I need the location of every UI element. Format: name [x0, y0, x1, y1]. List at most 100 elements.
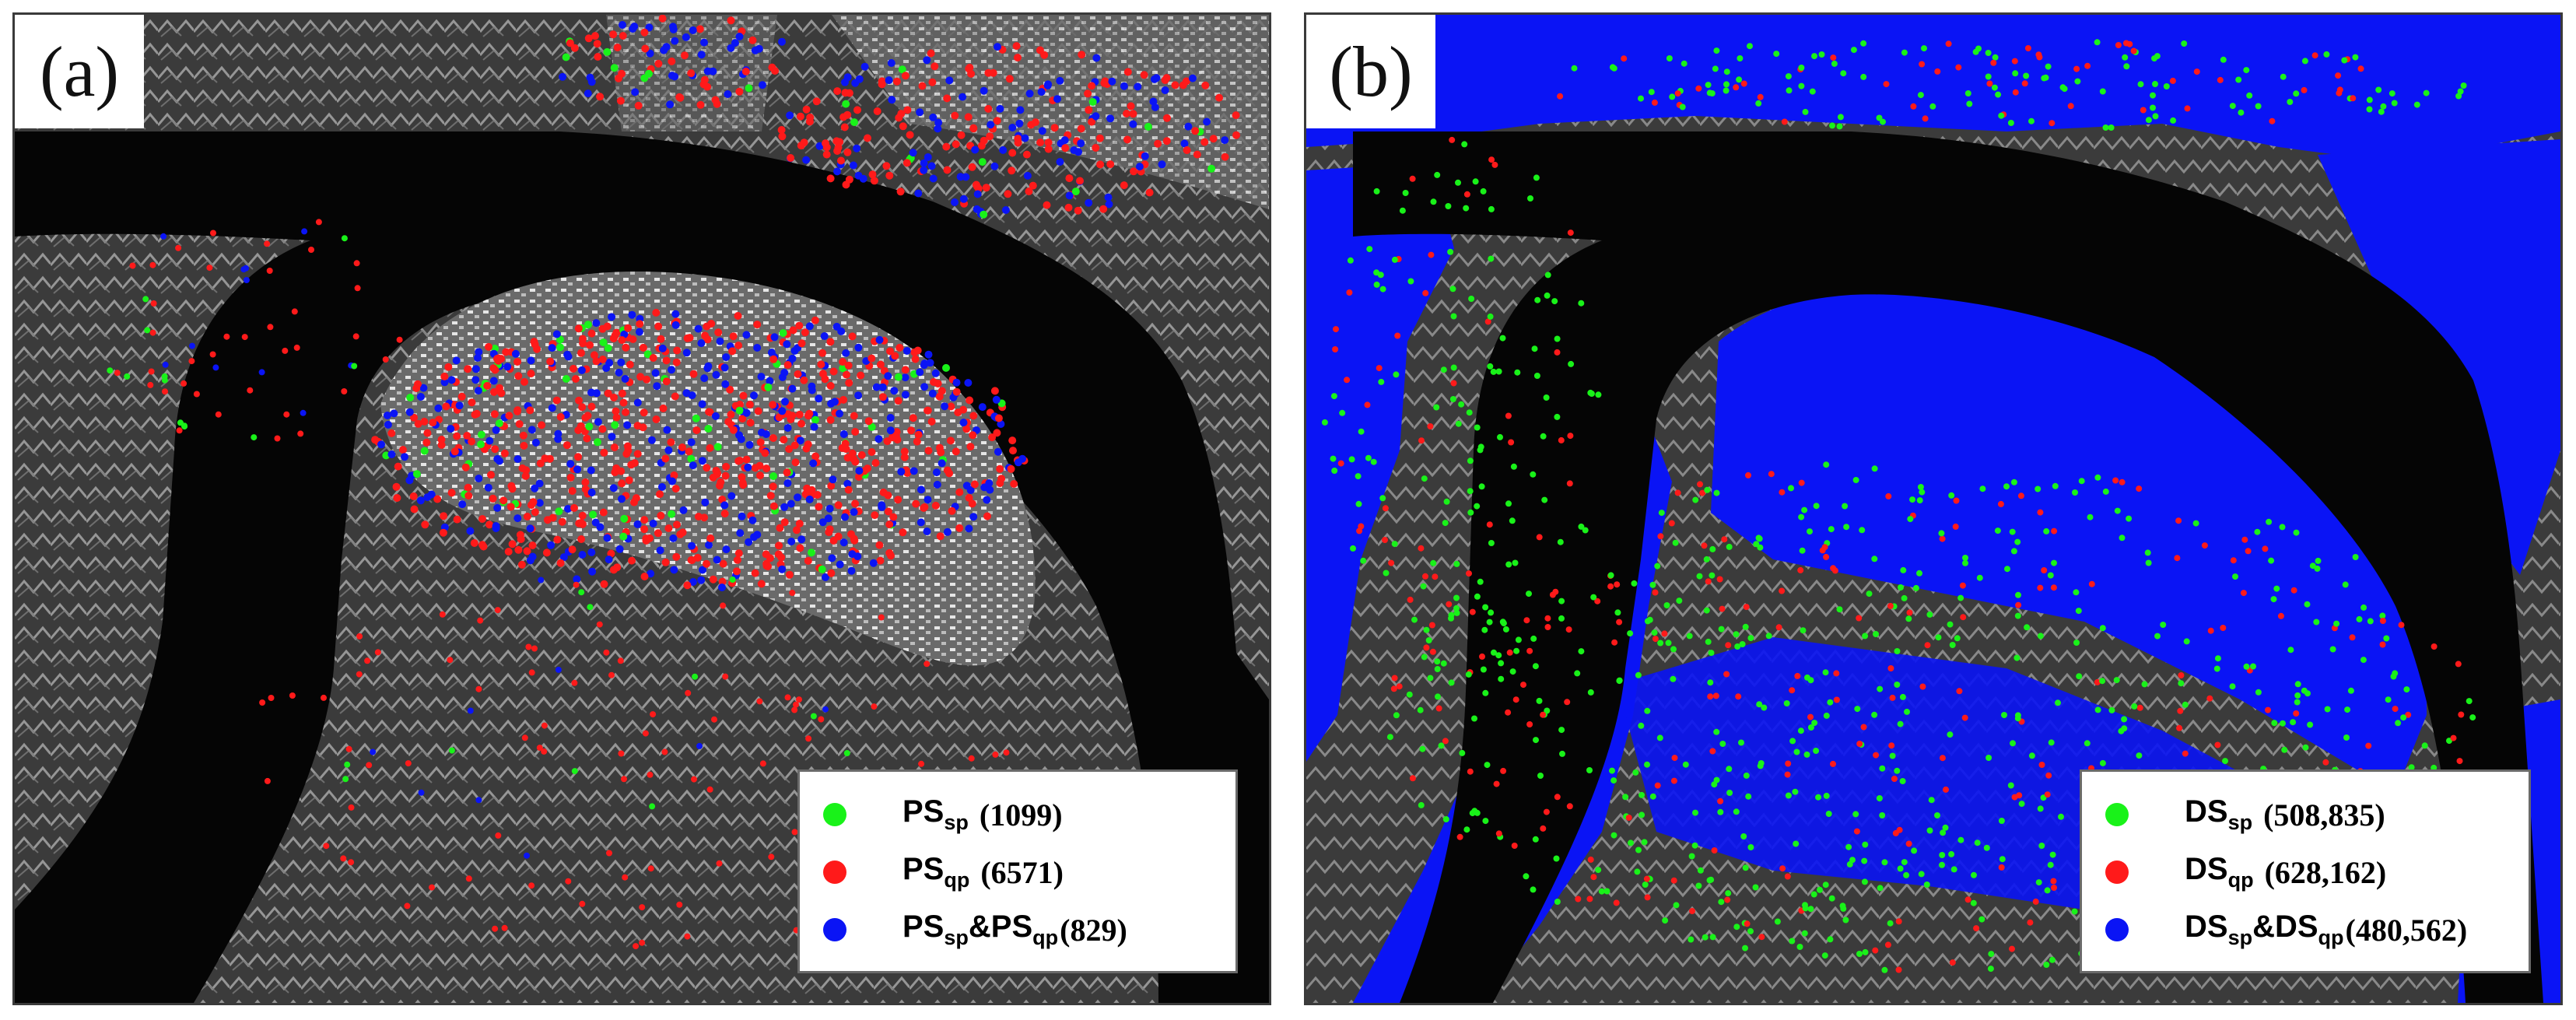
scatter-point [1450, 380, 1457, 387]
scatter-point [387, 429, 396, 437]
scatter-point [1638, 95, 1644, 102]
scatter-point [1549, 591, 1556, 598]
scatter-point [107, 367, 114, 374]
scatter-point [1747, 43, 1753, 50]
scatter-point [1950, 866, 1957, 873]
scatter-point [2119, 535, 2126, 542]
scatter-point [1888, 742, 1895, 749]
scatter-point [1673, 902, 1680, 909]
scatter-point [1390, 685, 1397, 692]
scatter-point [1565, 626, 1572, 633]
scatter-point [1023, 171, 1032, 180]
scatter-point [831, 398, 839, 406]
scatter-point [2049, 956, 2056, 963]
scatter-point [1071, 188, 1080, 196]
scatter-point [809, 459, 818, 468]
scatter-point [736, 529, 745, 538]
scatter-point [738, 478, 747, 487]
scatter-point [929, 113, 938, 121]
scatter-point [1837, 114, 1844, 121]
scatter-point [1706, 877, 1713, 884]
scatter-point [1442, 738, 1449, 745]
scatter-point [2001, 712, 2007, 718]
scatter-point [2014, 538, 2021, 545]
scatter-point [241, 334, 248, 341]
scatter-point [864, 464, 871, 473]
scatter-point [633, 398, 642, 407]
scatter-point [895, 343, 904, 352]
scatter-point [2169, 77, 2176, 84]
scatter-point [1635, 846, 1642, 854]
scatter-point [563, 441, 571, 450]
scatter-point [769, 502, 778, 510]
scatter-point [160, 233, 167, 240]
scatter-point [585, 422, 594, 431]
scatter-point [2007, 120, 2014, 126]
scatter-point [839, 395, 848, 404]
scatter-point [1008, 149, 1017, 157]
scatter-point [812, 97, 821, 106]
legend-count: (480,562) [2345, 912, 2468, 948]
scatter-point [636, 373, 645, 381]
scatter-point [1532, 836, 1539, 843]
scatter-point [1800, 627, 1807, 634]
scatter-point [851, 428, 860, 436]
scatter-point [802, 105, 811, 114]
scatter-point [661, 748, 668, 755]
scatter-point [578, 335, 587, 343]
scatter-point [2043, 962, 2050, 968]
scatter-point [671, 485, 680, 493]
scatter-point [210, 230, 216, 237]
scatter-point [495, 832, 502, 839]
scatter-point [829, 475, 837, 484]
scatter-point [1803, 751, 1810, 758]
scatter-point [384, 420, 392, 429]
scatter-point [871, 459, 880, 467]
scatter-point [820, 332, 829, 340]
scatter-point [2115, 42, 2122, 48]
scatter-point [2112, 477, 2119, 484]
scatter-point [147, 381, 154, 388]
scatter-point [705, 541, 713, 549]
scatter-point [2176, 724, 2183, 731]
scatter-point [843, 148, 852, 156]
scatter-point [745, 538, 753, 546]
scatter-point [689, 26, 697, 34]
scatter-point [1939, 852, 1946, 858]
scatter-point [945, 469, 954, 478]
scatter-point [1532, 663, 1539, 670]
scatter-point [283, 411, 290, 418]
scatter-point [1666, 55, 1673, 61]
scatter-point [1540, 825, 1547, 832]
scatter-point [645, 23, 654, 32]
scatter-point [618, 336, 626, 345]
scatter-point [970, 480, 979, 489]
scatter-point [2152, 81, 2158, 87]
scatter-point [1691, 842, 1698, 849]
scatter-point [1713, 489, 1720, 496]
scatter-point [780, 436, 788, 444]
scatter-point [1892, 829, 1899, 836]
scatter-point [1490, 368, 1497, 375]
scatter-point [992, 751, 999, 758]
scatter-point [825, 525, 834, 534]
scatter-point [1479, 653, 1485, 660]
scatter-point [2243, 663, 2250, 670]
scatter-point [873, 107, 881, 115]
scatter-point [1430, 198, 1437, 205]
panel-a-ps-map: (a) PSsp (1099) PSqp (6571) PSsp&PSqp (8… [12, 12, 1271, 1005]
scatter-point [952, 140, 960, 149]
scatter-point [813, 491, 822, 499]
panel-label-b: (b) [1306, 15, 1435, 128]
scatter-point [340, 855, 347, 862]
scatter-point [689, 370, 698, 378]
scatter-point [901, 72, 909, 80]
scatter-point [797, 142, 805, 150]
scatter-point [410, 505, 419, 514]
green-marker-icon [823, 803, 846, 826]
scatter-point [615, 545, 624, 553]
scatter-point [603, 47, 612, 56]
scatter-point [643, 375, 651, 384]
scatter-point [541, 722, 548, 729]
scatter-point [724, 90, 732, 98]
